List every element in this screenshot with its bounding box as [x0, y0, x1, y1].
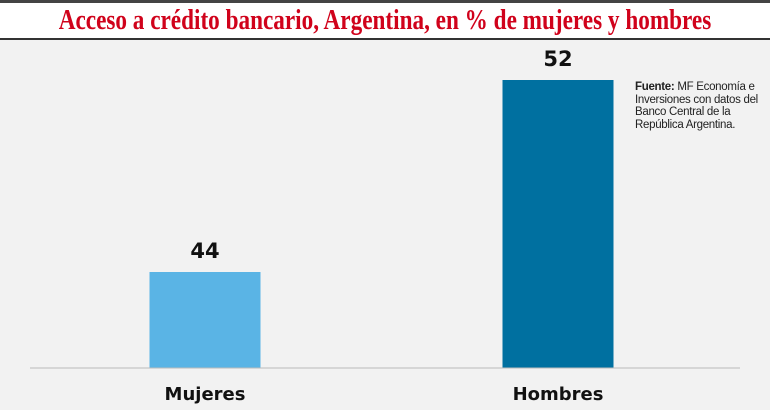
bar-hombres: [502, 80, 614, 368]
top-border: [0, 0, 770, 3]
source-label: Fuente:: [635, 81, 675, 93]
bar-mujeres: [149, 272, 261, 368]
x-tick-label-mujeres: Mujeres: [165, 384, 246, 405]
source-note: Fuente: MF Economía e Inversiones con da…: [635, 81, 765, 131]
chart-title: Acceso a crédito bancario, Argentina, en…: [58, 4, 712, 36]
bar-chart: 44 Mujeres 52 Hombres: [30, 47, 740, 405]
data-label-mujeres: 44: [190, 239, 219, 263]
title-bar: Acceso a crédito bancario, Argentina, en…: [0, 3, 770, 40]
source-text: MF Economía e Inversiones con datos del …: [635, 81, 758, 131]
x-tick-label-hombres: Hombres: [513, 384, 604, 405]
data-label-hombres: 52: [543, 47, 572, 71]
